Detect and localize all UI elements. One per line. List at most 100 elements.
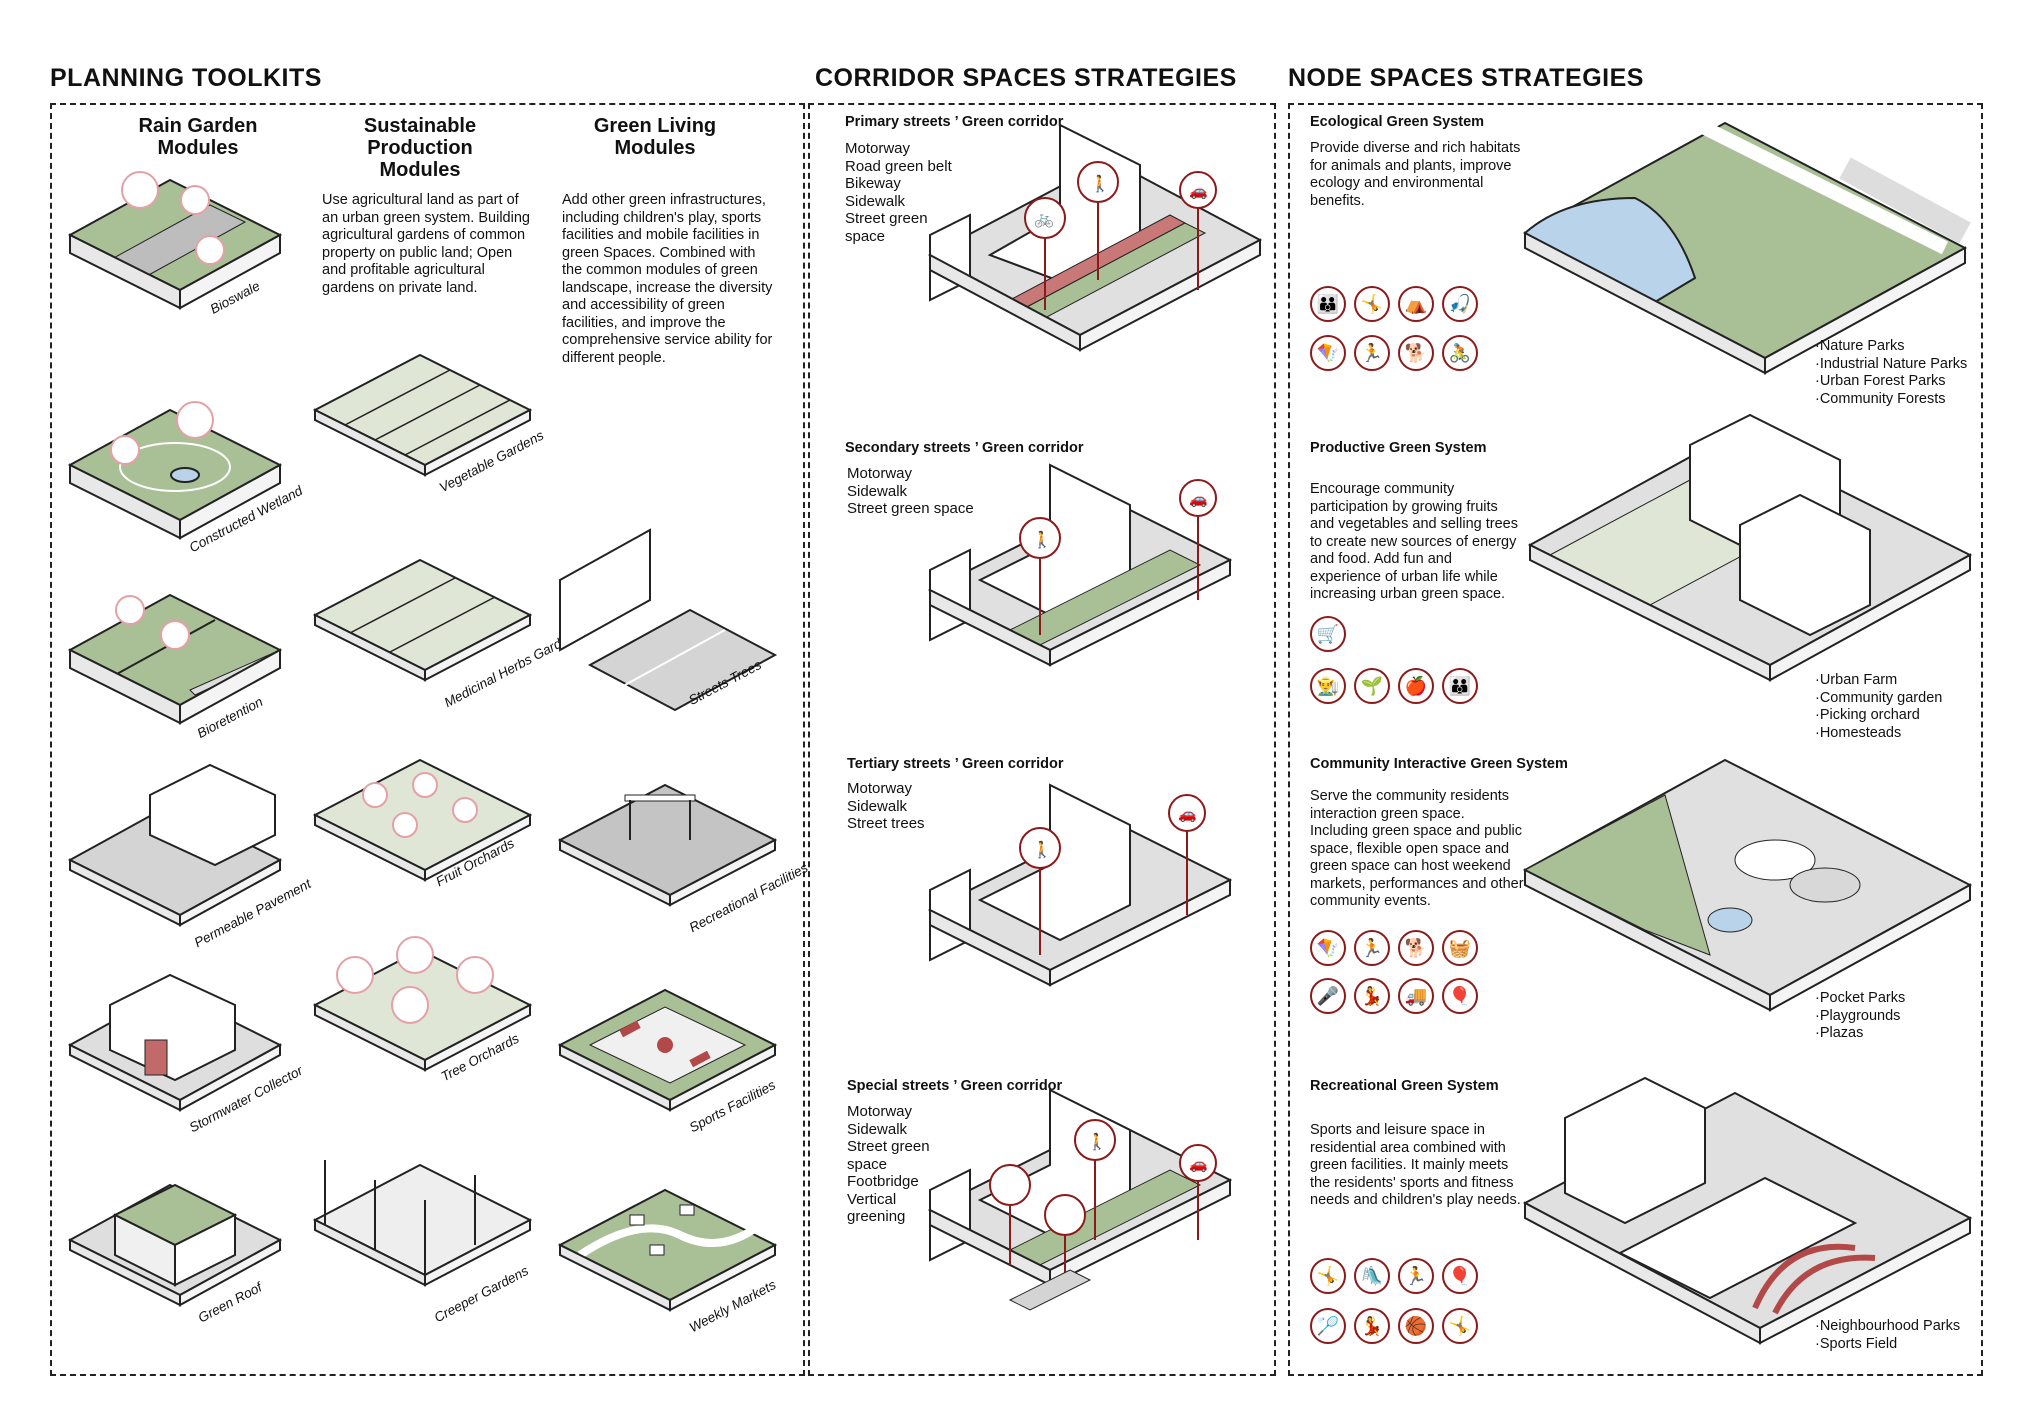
primary-streets-drawing: 🚲 🚶 🚗 [927,120,1270,390]
list-item: Sidewalk [847,797,908,815]
wetland-drawing [67,401,283,540]
list-item: ·Homesteads [1815,724,1902,741]
markets-module: Weekly Markets [557,1175,778,1345]
community-title: Community Interactive Green System [1310,756,1568,772]
list-item: ·Plazas [1815,1025,1864,1041]
list-item: Road green belt [845,157,952,175]
tree-orchards-module: Tree Orchards [312,930,533,1100]
productive-description: Encourage community participation by gro… [1310,481,1518,602]
planning-toolkits-title: PLANNING TOOLKITS [50,64,322,92]
ecological-drawing [1522,108,1971,375]
list-item: Footbridge [847,1173,919,1190]
medicinal-module: Medicinal Herbs Gardens [312,555,583,725]
running-icon: 🏃 [1354,930,1390,966]
svg-text:🚗: 🚗 [1189,491,1208,508]
fruit-orchards-drawing [312,758,533,882]
street-trees-drawing [559,528,778,712]
list-item: ·Neighbourhood Parks [1815,1318,1961,1334]
node-strategies-title: NODE SPACES STRATEGIES [1288,64,1644,92]
green-roof-drawing [67,1183,283,1307]
balloon-icon: 🎈 [1442,978,1478,1014]
list-item: Sidewalk [847,1120,908,1138]
vegetable-module: Vegetable Gardens [312,340,546,510]
dancing-icon: 💃 [1354,978,1390,1014]
svg-text:🚗: 🚗 [1189,1156,1208,1173]
list-item: ·Sports Field [1815,1335,1898,1352]
sports-drawing [557,988,778,1112]
list-item: Bikeway [845,175,901,192]
bioswale-module: Bioswale [67,150,283,320]
productive-icons-row-1: 🛒 [1310,616,1346,652]
markets-drawing [557,1188,778,1312]
svg-text:🚶: 🚶 [1032,530,1052,549]
picking-icon: 🍎 [1398,668,1434,704]
recreational-module: Recreational Facilities [557,770,810,940]
list-item: Street green [847,1138,930,1155]
farming-icon: 👨‍🌾 [1310,668,1346,704]
tertiary-streets-list: Motorway Sidewalk Street trees [847,780,925,833]
green-living-description: Add other green infrastructures, includi… [562,192,773,366]
recreational-drawing [1522,1058,1973,1348]
recreational-list: ·Neighbourhood Parks ·Sports Field [1815,1318,1960,1353]
planting-icon: 🌱 [1354,668,1390,704]
special-streets-drawing: 🚶 🚗 [927,1088,1270,1340]
list-item: Motorway [845,140,911,157]
planning-panel [50,103,805,1376]
street-trees-module: Streets Trees [559,525,778,712]
bioswale-drawing [67,171,283,310]
primary-streets-list: Motorway Road green belt Bikeway Sidewal… [845,140,952,245]
creeper-module: Creeper Gardens [312,1140,533,1340]
swing-icon: 🛝 [1354,1258,1390,1294]
secondary-streets-drawing: 🚶 🚗 [927,460,1270,710]
ecological-icons-row-2: 🪁 🏃 🐕 🚴 [1310,335,1478,371]
productive-icons-row-2: 👨‍🌾 🌱 🍎 👪 [1310,668,1478,704]
cycling-icon: 🚴 [1442,335,1478,371]
list-item: ·Industrial Nature Parks [1815,355,1968,372]
badminton-icon: 🏸 [1310,1308,1346,1344]
recreational-description: Sports and leisure space in residential … [1310,1122,1521,1208]
family-icon: 👪 [1442,668,1478,704]
productive-drawing [1527,413,1973,682]
secondary-streets-title: Secondary streets ’ Green corridor [845,440,1084,456]
list-item: greening [847,1208,906,1225]
list-item: Motorway [847,780,913,797]
special-streets-list: Motorway Sidewalk Street green space Foo… [847,1103,930,1226]
list-item: ·Community garden [1815,689,1943,706]
dog-walking-icon: 🐕 [1398,930,1434,966]
pavement-drawing [67,763,283,927]
kite-icon: 🪁 [1310,335,1346,371]
list-item: ·Pocket Parks [1815,990,1906,1006]
list-item: ·Picking orchard [1815,707,1920,723]
productive-list: ·Urban Farm ·Community garden ·Picking o… [1815,672,1942,742]
community-icons-row-1: 🪁 🏃 🐕 🧺 [1310,930,1478,966]
ecological-icons-row-1: 👪 🤸 ⛺ 🎣 [1310,286,1478,322]
list-item: Vertical [847,1190,897,1208]
vegetable-drawing [312,353,533,477]
list-item: ·Nature Parks [1815,338,1905,354]
dancing-icon: 💃 [1354,1308,1390,1344]
balloon-icon: 🎈 [1442,1258,1478,1294]
ecological-title: Ecological Green System [1310,114,1485,130]
recreational-icons-row-2: 🏸 💃 🏀 🤸 [1310,1308,1478,1344]
collector-drawing [67,973,283,1112]
ecological-list: ·Nature Parks ·Industrial Nature Parks ·… [1815,338,1967,408]
food-truck-icon: 🚚 [1398,978,1434,1014]
list-item: Sidewalk [845,192,906,210]
rain-garden-title: Rain Garden Modules [138,115,258,159]
svg-text:🚶: 🚶 [1087,1132,1107,1151]
tertiary-streets-title: Tertiary streets ’ Green corridor [847,756,1064,772]
list-item: Motorway [847,465,913,482]
bioretention-module: Bioretention [67,580,283,750]
pavement-module: Permeable Pavement [67,763,313,955]
list-item: space [845,227,886,245]
svg-text:🚗: 🚗 [1189,183,1208,200]
list-item: Motorway [847,1103,913,1120]
kite-icon: 🪁 [1310,930,1346,966]
svg-text:🚶: 🚶 [1032,840,1052,859]
secondary-streets-list: Motorway Sidewalk Street green space [847,465,974,518]
recreational-drawing [557,783,778,907]
collector-module: Stormwater Collector [67,973,305,1145]
community-drawing [1522,745,1973,1015]
list-item: Street trees [847,815,925,832]
fruit-orchards-module: Fruit Orchards [312,755,533,915]
